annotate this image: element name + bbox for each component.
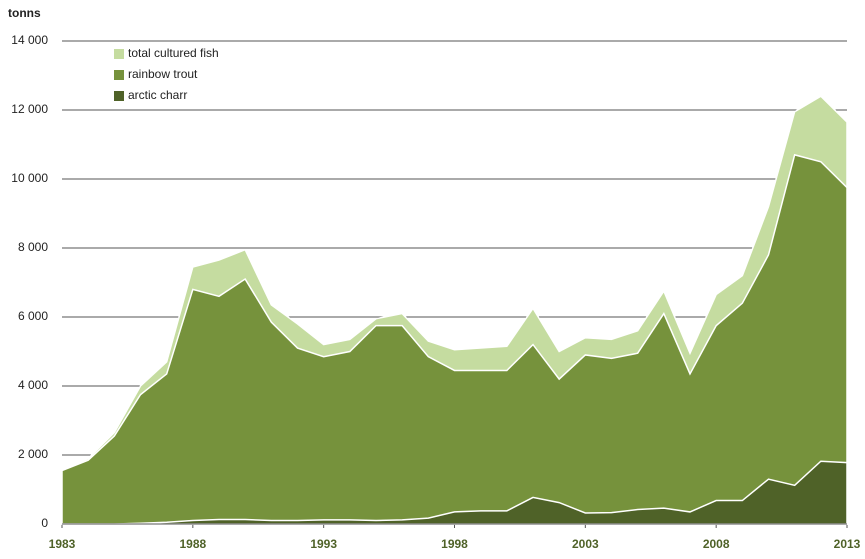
legend-swatch	[114, 91, 124, 101]
x-tick-label: 2013	[834, 537, 861, 551]
y-tick-label: 12 000	[11, 102, 48, 116]
x-tick-label: 2008	[703, 537, 730, 551]
legend-label: rainbow trout	[128, 67, 198, 81]
area	[62, 460, 848, 525]
legend-swatch	[114, 49, 124, 59]
y-tick-label: 4 000	[18, 378, 48, 392]
legend-label: arctic charr	[128, 88, 187, 102]
legend-label: total cultured fish	[128, 46, 219, 60]
y-axis-label: tonns	[8, 6, 41, 20]
x-tick-label: 2003	[572, 537, 599, 551]
y-tick-label: 8 000	[18, 240, 48, 254]
x-tick-label: 1983	[49, 537, 76, 551]
area	[61, 153, 848, 525]
x-tick-label: 1993	[310, 537, 337, 551]
y-tick-label: 14 000	[11, 33, 48, 47]
y-tick-label: 6 000	[18, 309, 48, 323]
y-tick-label: 10 000	[11, 171, 48, 185]
x-tick-label: 1998	[441, 537, 468, 551]
y-tick-label: 0	[41, 516, 48, 530]
y-tick-label: 2 000	[18, 447, 48, 461]
x-tick-label: 1988	[179, 537, 206, 551]
legend-swatch	[114, 70, 124, 80]
